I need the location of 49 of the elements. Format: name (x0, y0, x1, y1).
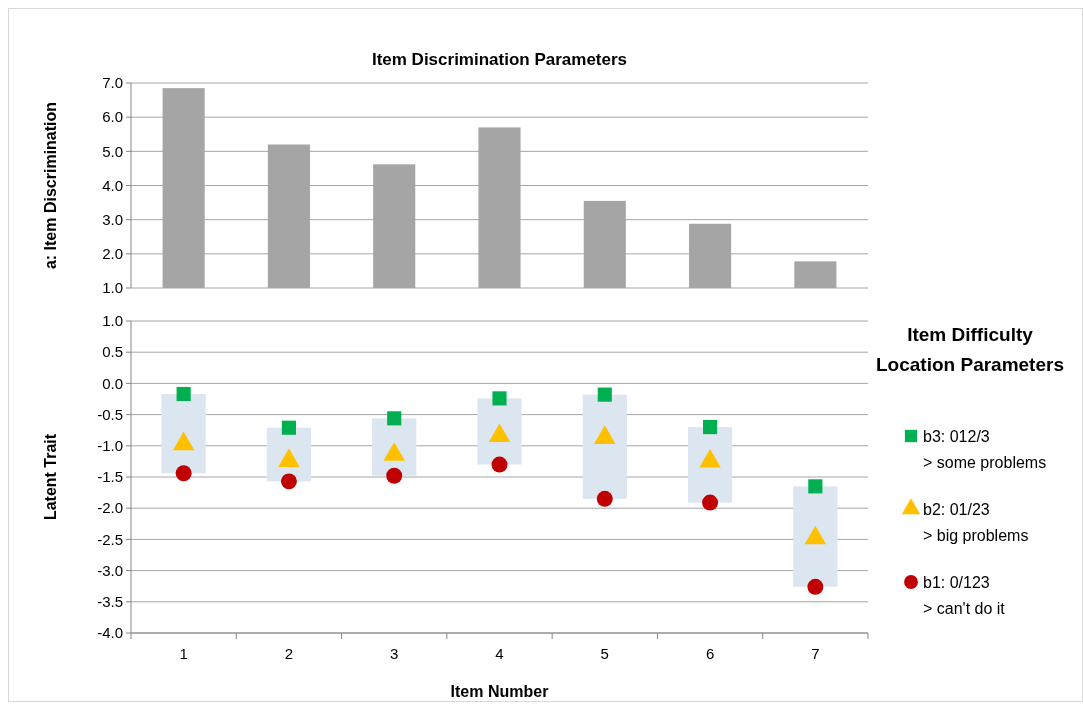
point (597, 387, 612, 402)
point (807, 578, 824, 595)
point (176, 386, 191, 402)
y-tick-label: 6.0 (102, 108, 123, 126)
bar (582, 394, 627, 499)
y-tick-label: 4.0 (102, 176, 123, 194)
x-tick-label: 7 (811, 645, 820, 662)
y-tick-label: -1.5 (97, 468, 123, 486)
point (387, 411, 402, 426)
chart-title: Item Discrimination Parameters (371, 50, 628, 69)
y-tick-label: -3.5 (97, 593, 123, 611)
x-tick-label: 3 (390, 645, 399, 662)
y-tick-label: -2.0 (97, 499, 123, 517)
x-tick-label: 6 (705, 645, 715, 662)
point (280, 473, 297, 490)
point (492, 391, 507, 406)
y-tick-label: 1.0 (102, 279, 123, 297)
legend-title: Item Difficulty Location Parameters (876, 324, 1064, 375)
y-tick-label: 0.0 (102, 374, 123, 392)
y-tick-label: -2.5 (97, 530, 123, 548)
x-tick-label: 5 (600, 645, 609, 662)
x-tick-label: 4 (495, 645, 504, 662)
y-axis-title: Latent Trait (42, 433, 59, 521)
legend-label: b1: 0/123 > can't do it (923, 573, 1006, 617)
y-tick-label: 2.0 (102, 245, 123, 263)
legend-label: b3: 012/3 > some problems (923, 427, 1047, 471)
y-tick-label: 5.0 (102, 142, 123, 160)
point (386, 467, 403, 484)
point (596, 490, 613, 507)
y-tick-label: 0.5 (102, 343, 123, 361)
point (808, 479, 823, 494)
x-tick-label: 1 (179, 645, 188, 662)
y-tick-label: 7.0 (102, 74, 123, 92)
y-tick-label: -0.5 (97, 405, 123, 423)
y-tick-label: -3.0 (97, 561, 123, 579)
y-axis-title: a: Item Discrimination (42, 101, 59, 270)
y-tick-label: -1.0 (97, 437, 123, 455)
point (491, 456, 508, 473)
y-tick-label: -4.0 (97, 624, 123, 642)
legend-label: b2: 01/23 > big problems (923, 500, 1029, 544)
point (703, 420, 718, 435)
y-tick-label: 1.0 (102, 312, 123, 330)
point (175, 465, 192, 482)
y-tick-label: 3.0 (102, 210, 123, 228)
point (702, 494, 719, 511)
bar (793, 486, 838, 587)
x-tick-label: 2 (284, 645, 294, 662)
point (281, 420, 296, 435)
x-axis-title: Item Number (450, 683, 549, 700)
